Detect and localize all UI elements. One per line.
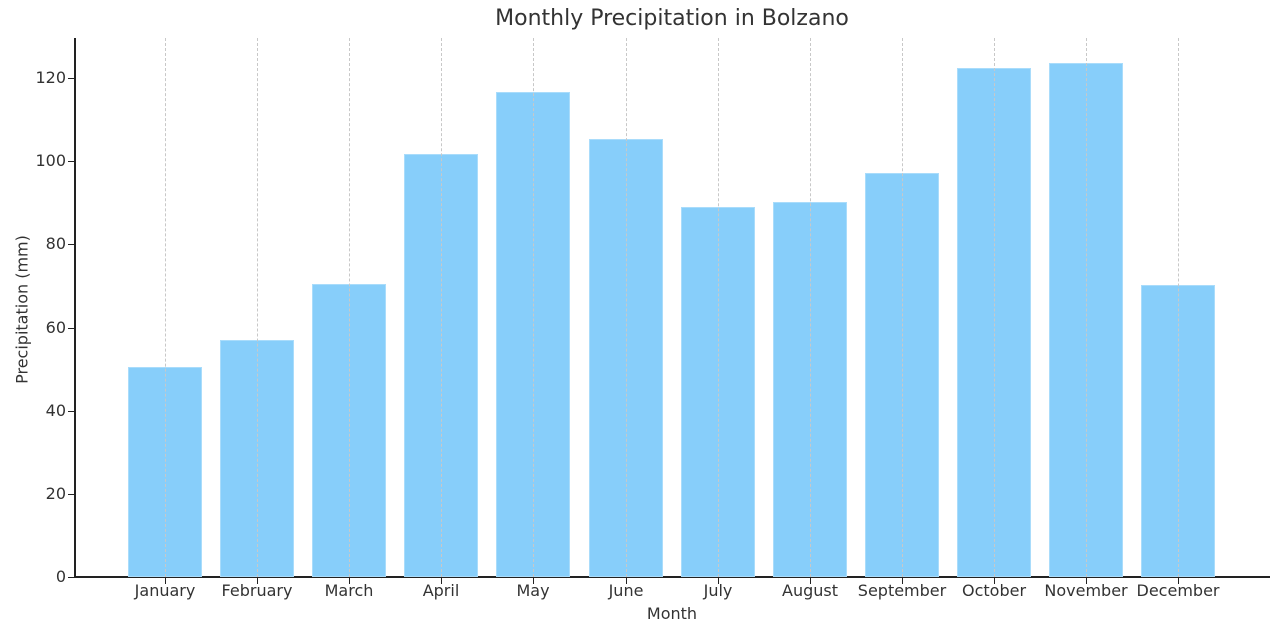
y-tick-mark (68, 577, 75, 578)
y-tick-label: 80 (45, 234, 66, 253)
x-tick-mark (1178, 578, 1179, 584)
gridline-x (349, 38, 350, 577)
gridline-x (441, 38, 442, 577)
x-tick-label: November (1044, 581, 1128, 600)
x-tick-label: April (422, 581, 460, 600)
x-tick-mark (349, 578, 350, 584)
y-tick-label: 120 (35, 68, 66, 87)
gridline-x (994, 38, 995, 577)
x-tick-mark (902, 578, 903, 584)
gridline-x (257, 38, 258, 577)
x-tick-label: July (703, 581, 733, 600)
x-axis-line (74, 576, 1270, 578)
x-tick-mark (626, 578, 627, 584)
gridline-x (1086, 38, 1087, 577)
gridline-x (533, 38, 534, 577)
y-tick-mark (68, 161, 75, 162)
x-tick-label: December (1136, 581, 1220, 600)
x-tick-label: May (516, 581, 550, 600)
x-tick-label: June (608, 581, 644, 600)
x-tick-mark (1086, 578, 1087, 584)
y-tick-mark (68, 328, 75, 329)
x-tick-mark (441, 578, 442, 584)
x-tick-label: January (134, 581, 196, 600)
gridline-x (810, 38, 811, 577)
x-tick-mark (994, 578, 995, 584)
y-tick-mark (68, 78, 75, 79)
x-tick-mark (165, 578, 166, 584)
gridline-x (165, 38, 166, 577)
x-axis-label: Month (646, 604, 698, 623)
x-tick-label: March (324, 581, 374, 600)
y-tick-label: 0 (55, 567, 66, 586)
gridline-x (1178, 38, 1179, 577)
gridline-x (718, 38, 719, 577)
gridline-x (626, 38, 627, 577)
y-tick-mark (68, 244, 75, 245)
x-tick-mark (810, 578, 811, 584)
x-tick-label: February (221, 581, 293, 600)
x-tick-mark (533, 578, 534, 584)
y-tick-mark (68, 411, 75, 412)
y-tick-label: 100 (35, 151, 66, 170)
x-tick-label: September (857, 581, 947, 600)
y-axis-line (74, 38, 76, 578)
x-tick-mark (257, 578, 258, 584)
y-tick-label: 60 (45, 318, 66, 337)
chart-title: Monthly Precipitation in Bolzano (495, 6, 849, 31)
x-tick-label: August (782, 581, 838, 600)
gridline-x (902, 38, 903, 577)
x-tick-label: October (961, 581, 1027, 600)
x-tick-mark (718, 578, 719, 584)
y-tick-label: 20 (45, 484, 66, 503)
y-tick-mark (68, 494, 75, 495)
y-tick-label: 40 (45, 401, 66, 420)
